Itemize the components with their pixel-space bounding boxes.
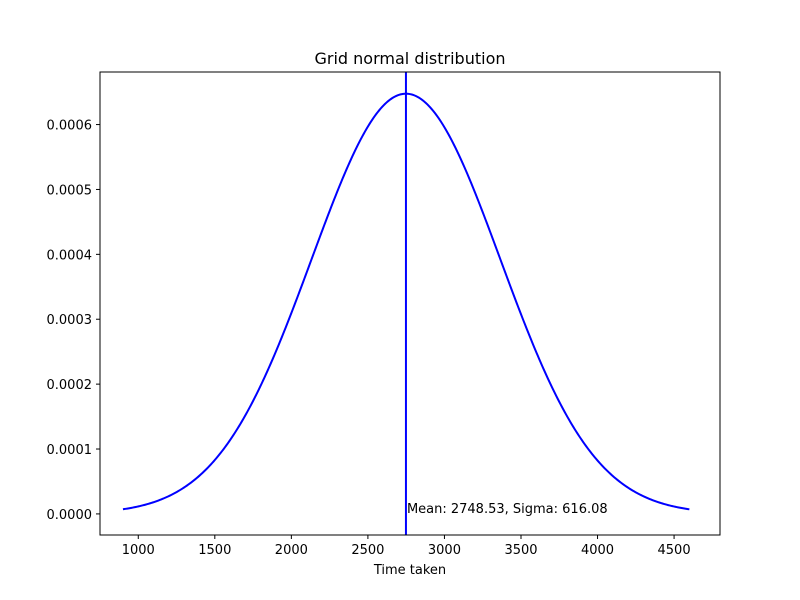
x-tick-label-2000: 2000 xyxy=(275,543,308,558)
chart-title: Grid normal distribution xyxy=(315,49,506,68)
y-tick-label-0: 0.0000 xyxy=(47,508,93,523)
x-tick-label-4000: 4000 xyxy=(581,543,614,558)
x-tick-label-1500: 1500 xyxy=(198,543,231,558)
x-tick-label-3500: 3500 xyxy=(504,543,537,558)
y-tick-label-6: 0.0006 xyxy=(47,119,93,134)
y-tick-label-5: 0.0005 xyxy=(47,183,93,198)
y-tick-label-3: 0.0003 xyxy=(47,313,93,328)
plot-frame xyxy=(99,71,721,536)
x-tick-label-2500: 2500 xyxy=(351,543,384,558)
mean-sigma-annotation: Mean: 2748.53, Sigma: 616.08 xyxy=(407,502,608,517)
y-tick-label-2: 0.0002 xyxy=(47,378,93,393)
x-tick-label-3000: 3000 xyxy=(428,543,461,558)
x-tick-label-1000: 1000 xyxy=(122,543,155,558)
plot-area: 1000 1500 2000 2500 3000 3500 4000 4500 0.0000 0.… xyxy=(47,71,721,558)
x-axis-label: Time taken xyxy=(373,563,446,578)
y-tick-label-1: 0.0001 xyxy=(47,443,93,458)
x-tick-label-4500: 4500 xyxy=(658,543,691,558)
y-tick-label-4: 0.0004 xyxy=(47,248,93,263)
